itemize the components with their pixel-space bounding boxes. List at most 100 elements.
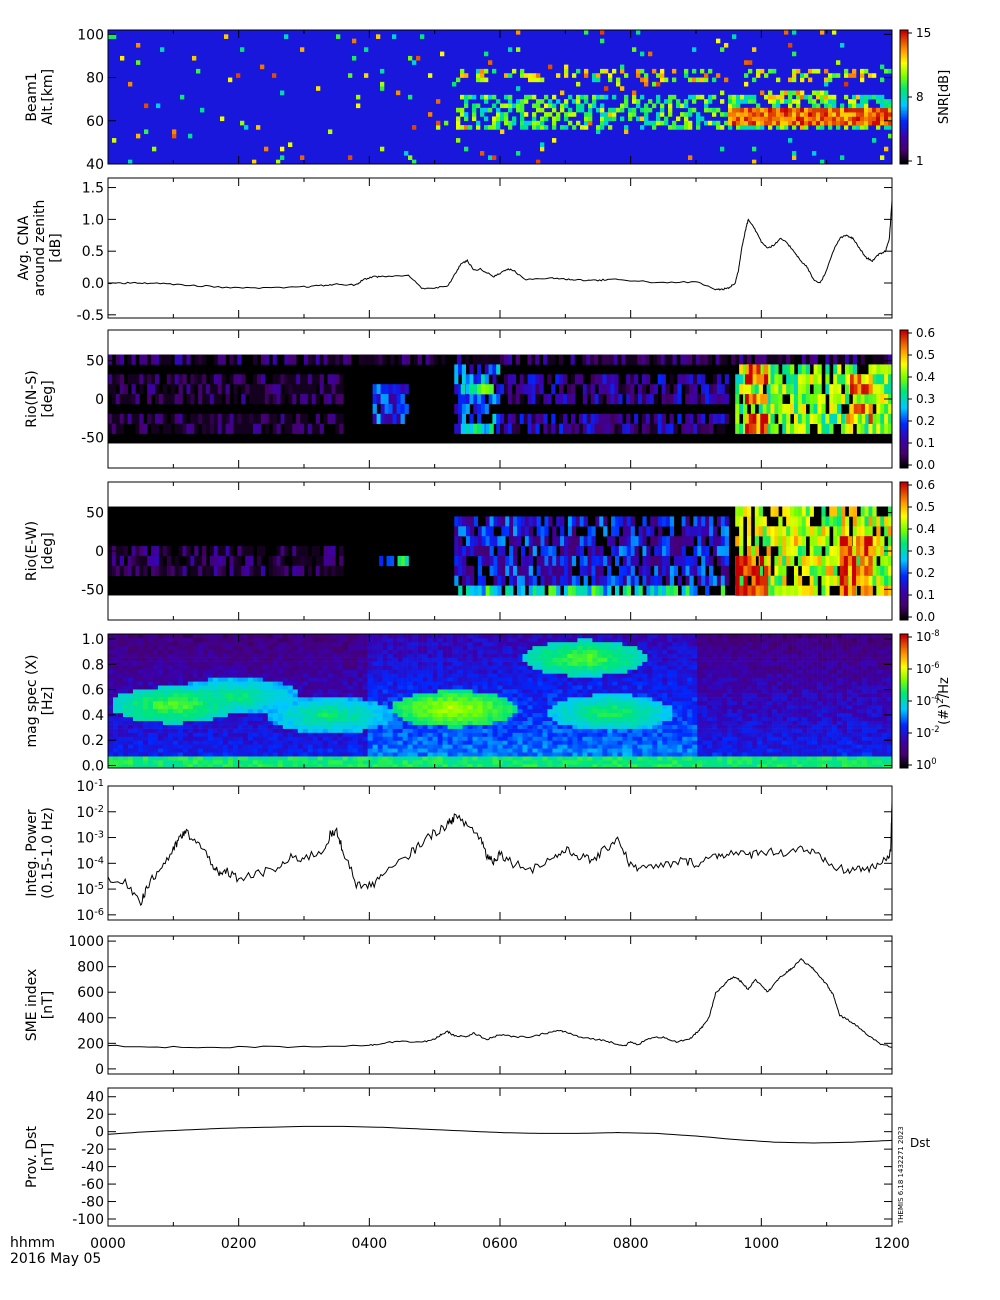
panel-6-series-line — [107, 958, 893, 1049]
panel-5-axes: 10-6 10-5 10-4 10-3 10-2 10-1 Integ. Power (0.1… — [24, 778, 893, 924]
panel-5-ylabel: Integ. Power — [24, 809, 40, 896]
panel-1-ylabel: Avg. CNA — [16, 215, 32, 280]
colorbar-3-tick: 0.5 — [916, 500, 935, 514]
panel-2-ytick: 50 — [86, 354, 104, 370]
panel-6-ylabel: [nT] — [40, 991, 56, 1019]
panel-7-ytick: 0 — [95, 1125, 104, 1141]
time-axis-label: hhmm — [10, 1235, 56, 1251]
panel-0-ytick: 100 — [77, 27, 104, 43]
panel-7-series-line — [107, 1125, 893, 1144]
colorbar-0-tick: 1 — [916, 154, 924, 168]
colorbar-4-tick: 10-4 — [916, 692, 940, 708]
x-tick-label: 1000 — [744, 1236, 780, 1252]
colorbar-3-tick: 0.2 — [916, 566, 935, 580]
panel-7-ytick: -60 — [81, 1177, 104, 1193]
panel-5-ytick: 10-4 — [76, 855, 104, 872]
x-tick-label: 1200 — [874, 1236, 910, 1252]
panel-7-ytick: 20 — [86, 1107, 104, 1123]
panel-4-ytick: 1.0 — [82, 632, 104, 648]
panel-1-ytick: 0.5 — [82, 244, 104, 260]
panel-5-ytick: 10-5 — [76, 881, 104, 898]
panel-4-ytick: 0.8 — [82, 657, 104, 673]
panel-0-ylabel: Beam1 — [24, 72, 40, 121]
panel-6-ytick: 1000 — [68, 934, 104, 950]
panel-4-ytick: 0.0 — [82, 758, 104, 774]
panel-6-axes: 0 200 400 600 800 1000 SME index [nT] — [24, 934, 893, 1078]
x-tick-label: 0600 — [482, 1236, 518, 1252]
panel-0-ylabel: Alt.[km] — [40, 69, 56, 125]
panel-1-ytick: 1.0 — [82, 212, 104, 228]
colorbar-0: 1 8 15 SNR[dB] — [899, 26, 952, 168]
panel-0-ytick: 80 — [86, 71, 104, 87]
panel-2-ytick: 0 — [95, 392, 104, 408]
colorbar-3-tick: 0.3 — [916, 544, 935, 558]
panel-6-ytick: 200 — [77, 1036, 104, 1052]
panel-5-ytick: 10-2 — [76, 804, 104, 821]
colorbar-0-tick: 8 — [916, 90, 924, 104]
colorbar-3-tick: 0.4 — [916, 522, 935, 536]
panel-4-ytick: 0.6 — [82, 683, 104, 699]
panel-4-ytick: 0.2 — [82, 733, 104, 749]
panel-6-ytick: 600 — [77, 985, 104, 1001]
panel-7-ytick: -20 — [81, 1142, 104, 1158]
panel-1-axes: -0.5 0.0 0.5 1.0 1.5 Avg. CNA around zenith [dB… — [16, 177, 893, 324]
panel-5-series-line — [107, 801, 893, 906]
mag-spectrogram — [108, 634, 892, 768]
panel-0-ytick: 60 — [86, 114, 104, 130]
x-tick-label: 0000 — [90, 1236, 126, 1252]
panel-4-ylabel: mag spec (X) — [24, 654, 40, 747]
colorbar-2-tick: 0.2 — [916, 414, 935, 428]
colorbar-4-tick: 10-2 — [916, 724, 940, 740]
colorbar-2-tick: 0.3 — [916, 392, 935, 406]
colorbar-3: 0.0 0.1 0.2 0.3 0.4 0.5 0.6 — [899, 478, 935, 624]
colorbar-3-tick: 0.1 — [916, 588, 935, 602]
panel-3-ylabel: [deg] — [40, 532, 56, 569]
panel-7-ylabel: Prov. Dst — [24, 1126, 40, 1188]
panel-2-ylabel: [deg] — [40, 380, 56, 417]
panel-6-ylabel: SME index — [24, 969, 40, 1042]
panel-1-ylabel: [dB] — [48, 233, 64, 262]
dst-series-label: Dst — [910, 1136, 931, 1150]
colorbar-0-label: SNR[dB] — [937, 70, 952, 124]
colorbar-2-tick: 0.0 — [916, 458, 935, 472]
panel-2-heatmap — [108, 354, 893, 444]
colorbar-4-label: (#)2/Hz — [936, 677, 952, 725]
panel-6-ytick: 0 — [95, 1062, 104, 1078]
colorbar-4-tick: 10-6 — [916, 660, 940, 676]
panel-7-frame — [107, 1087, 893, 1227]
snr-heatmap — [108, 30, 892, 164]
panel-1-ylabel: around zenith — [32, 200, 48, 297]
x-tick-label: 0200 — [221, 1236, 257, 1252]
panel-1-series-line — [107, 200, 893, 291]
colorbar-3-tick: 0.0 — [916, 610, 935, 624]
panel-4-axes: 0.0 0.2 0.4 0.6 0.8 1.0 mag spec (X) [Hz] — [24, 632, 893, 774]
panel-7-ytick: 40 — [86, 1090, 104, 1106]
panel-6-ytick: 400 — [77, 1011, 104, 1027]
colorbar-0-tick: 15 — [916, 26, 931, 40]
panel-5-ytick: 10-1 — [76, 778, 104, 795]
colorbar-2-tick: 0.6 — [916, 326, 935, 340]
panel-3-ylabel: Rio(E-W) — [24, 521, 40, 581]
panel-2-ytick: -50 — [81, 430, 104, 446]
panel-4-ytick: 0.4 — [82, 708, 104, 724]
panel-7-ytick: -100 — [72, 1212, 104, 1228]
panel-7-ytick: -80 — [81, 1195, 104, 1211]
panel-6-frame — [107, 935, 893, 1075]
x-tick-label: 0400 — [352, 1236, 388, 1252]
panel-7-ytick: -40 — [81, 1160, 104, 1176]
panel-1-ytick: -0.5 — [77, 308, 104, 324]
colorbar-2-tick: 0.1 — [916, 436, 935, 450]
colorbar-3-tick: 0.6 — [916, 478, 935, 492]
panel-1-frame — [107, 177, 893, 319]
panel-4-ylabel: [Hz] — [40, 687, 56, 716]
version-stamp: THEMIS 6.18 1432271 2023 — [897, 1126, 905, 1224]
panel-1-ytick: 0.0 — [82, 276, 104, 292]
colorbar-2-tick: 0.5 — [916, 348, 935, 362]
colorbar-4: 100 10-2 10-4 10-6 10-8 (#)2/Hz — [899, 628, 952, 772]
panel-3-ytick: 50 — [86, 506, 104, 522]
date-label: 2016 May 05 — [10, 1251, 102, 1267]
panel-1-ytick: 1.5 — [82, 181, 104, 197]
panel-3-axes: -50 0 50 Rio(E-W) [deg] — [24, 481, 893, 621]
